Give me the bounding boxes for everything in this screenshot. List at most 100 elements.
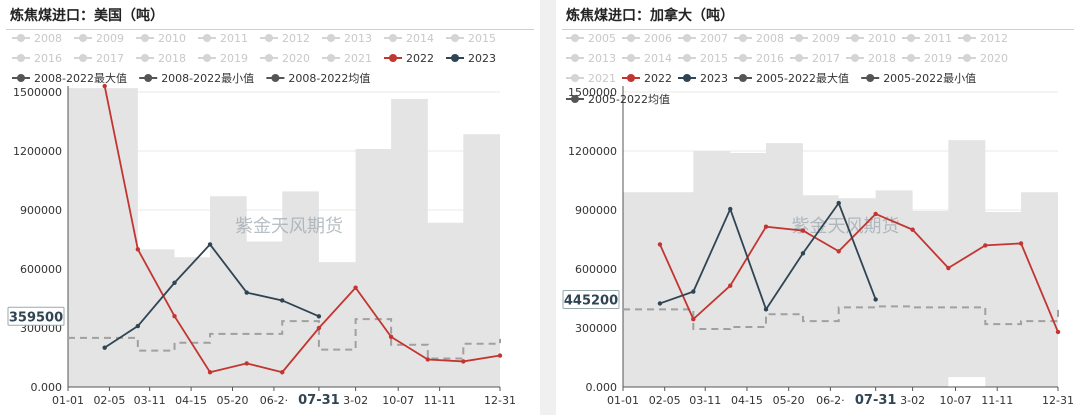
legend-marker [851,34,859,42]
data-point-2023 [657,301,663,306]
y-tick-label: 600000 [575,263,617,276]
chart-panel-us: 炼焦煤进口：美国（吨） 0.000 300000 600000 900000 12000… [6,8,534,408]
mean-line [68,318,501,360]
legend-label: 2008 [34,32,62,45]
legend-marker [451,34,459,42]
y-tick-label: 1200000 [13,145,62,158]
legend-marker [963,54,971,62]
legend-marker [17,54,25,62]
x-tick-label: 11-11 [981,394,1013,407]
data-point-2022 [728,283,733,288]
legend-label: 2010 [158,32,186,45]
data-point-2023 [873,297,878,302]
legend-label: 2008 [756,32,784,45]
data-point-2022 [800,228,806,233]
chart-panel-canada: 炼焦煤进口：加拿大（吨） 0.000 300000 600000 900000 1200… [556,0,1080,415]
y-tick-label: 0.000 [586,381,618,394]
series-line-2022 [103,85,501,374]
legend-marker [451,54,459,62]
legend-label: 2005-2022最小值 [883,72,976,85]
x-tick-label: 04-15 [731,394,763,407]
legend-marker [571,54,579,62]
x-tick-label: 04-15 [175,394,207,407]
legend-label: 2005 [588,32,616,45]
legend-label: 2016 [34,52,62,65]
legend-label: 2023 [468,52,496,65]
max-min-band [623,140,1058,387]
x-tick-label: 12-31 [1042,394,1074,407]
legend-label: 2020 [980,52,1008,65]
legend-marker [79,54,87,62]
chart-title: 炼焦煤进口：美国（吨） [10,8,164,24]
chart-svg-canada: 0.000 300000 600000 900000 1200000 1500000 01-… [562,32,1074,408]
legend-marker [627,74,635,82]
legend-marker [144,74,153,82]
legend-marker [627,34,635,42]
data-point-2022 [946,265,951,271]
data-point-2022 [910,227,915,232]
legend-label: 2008-2022最小值 [161,72,254,85]
x-tick-label: 06-2· [260,394,288,407]
legend-marker [795,34,803,42]
x-tick-label: 12-31 [484,394,516,407]
legend-label: 2014 [406,32,434,45]
x-tick-label: 02-05 [93,394,125,407]
x-tick-label: 02-05 [649,394,681,407]
legend-label: 2018 [158,52,186,65]
legend-marker [866,74,875,82]
data-point-2022 [657,242,663,247]
legend-marker [739,74,747,82]
legend-marker [79,34,87,42]
data-point-2023 [691,289,696,294]
data-point-2022 [983,243,988,248]
y-tick-label: 600000 [20,263,62,276]
data-point-2022 [497,353,503,358]
data-point-2023 [244,290,249,295]
data-point-2022 [244,361,249,366]
legend-label: 2005-2022最大值 [756,71,849,85]
data-point-2022 [691,316,696,322]
x-tick-label: 10-07 [382,394,414,407]
legend-label: 2008-2022最大值 [34,71,127,85]
title-divider [6,29,534,30]
legend-label: 2009 [812,32,840,45]
x-tick-label-highlight: 07-31 [855,393,897,408]
legend-label: 2006 [644,32,672,45]
x-tick-label: 06-2· [816,394,844,407]
legend-label: 2016 [756,52,784,65]
legend-marker [571,74,579,82]
data-point-2023 [836,200,841,206]
data-point-2023 [800,251,806,256]
legend-marker [389,34,397,42]
data-point-2022 [763,224,769,229]
legend-marker [683,74,691,82]
legend-label: 2011 [220,32,248,45]
legend-marker [327,54,335,62]
current-value-label: 359500 [9,310,63,325]
legend-label: 2015 [468,32,496,45]
legend-marker [327,34,335,42]
legend-marker [907,34,915,42]
legend-label: 2017 [96,52,124,65]
data-point-2022 [388,334,394,340]
data-point-2022 [316,325,322,331]
legend-label: 2023 [700,72,728,85]
legend-marker [963,34,971,42]
data-point-2022 [1055,329,1061,335]
legend-marker [683,54,691,62]
legend-marker [683,34,691,42]
chart-svg-us: 0.0003000006000009000001200000150000001-… [7,32,516,408]
data-point-2023 [207,242,213,247]
data-point-2022 [425,357,431,362]
legend-label: 2012 [980,32,1008,45]
watermark: 紫金天风期货 [235,216,343,237]
legend-label: 2009 [96,32,124,45]
panel-divider [540,0,556,415]
data-point-2022 [172,314,177,319]
x-tick-label: 01-01 [607,394,639,407]
x-tick-label: 05-20 [217,394,249,407]
chart-title: 炼焦煤进口：加拿大（吨） [566,8,734,24]
x-tick-label: 10-07 [940,394,972,407]
mean-line [623,305,1059,330]
legend-marker [739,34,747,42]
